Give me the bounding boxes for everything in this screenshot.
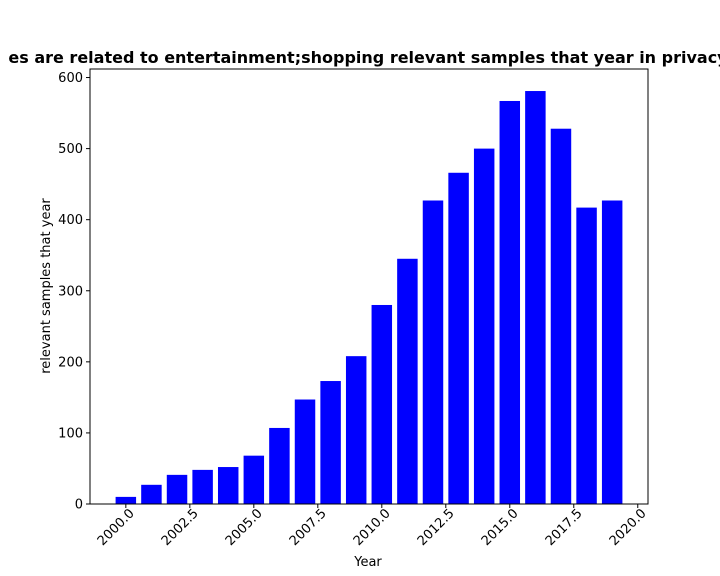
x-tick-label: 2012.5 xyxy=(415,506,458,549)
y-axis: 0 100 200 300 400 500 600 xyxy=(58,71,90,513)
y-tick-label: 400 xyxy=(58,213,83,228)
x-tick-label: 2017.5 xyxy=(543,506,586,549)
x-tick-label: 2010.0 xyxy=(351,506,394,549)
x-tick-label: 2007.5 xyxy=(287,506,330,549)
y-tick-label: 0 xyxy=(75,498,83,513)
y-tick-label: 300 xyxy=(58,284,83,299)
x-tick-label: 2015.0 xyxy=(479,506,522,549)
bar-2000 xyxy=(115,496,137,504)
bar-2019 xyxy=(601,200,623,504)
chart-title: es are related to entertainment;shopping… xyxy=(8,48,720,67)
x-tick-label: 2005.0 xyxy=(223,506,266,549)
bar-2016 xyxy=(525,91,546,504)
bar-2007 xyxy=(294,399,316,504)
x-axis: 2000.0 2002.5 2005.0 2007.5 2010.0 2012.5 2015… xyxy=(95,504,650,549)
x-tick-label: 2000.0 xyxy=(95,506,138,549)
bar-2005 xyxy=(243,455,265,504)
bar-2001 xyxy=(141,484,162,504)
x-tick-label: 2020.0 xyxy=(607,506,650,549)
bar-2003 xyxy=(192,469,213,504)
bar-2008 xyxy=(320,381,341,504)
bar-2011 xyxy=(397,258,418,504)
bar-2010 xyxy=(371,304,393,504)
bar-2013 xyxy=(448,172,469,504)
bar-2017 xyxy=(550,128,572,504)
bar-2009 xyxy=(345,356,367,504)
x-axis-label: Year xyxy=(353,555,382,570)
y-axis-label: relevant samples that year xyxy=(39,198,54,374)
bar-2012 xyxy=(422,200,444,504)
bar-2006 xyxy=(269,427,290,504)
y-tick-label: 200 xyxy=(58,355,83,370)
y-tick-label: 600 xyxy=(58,71,83,86)
y-tick-label: 500 xyxy=(58,142,83,157)
x-tick-label: 2002.5 xyxy=(159,506,202,549)
bar-2002 xyxy=(166,474,188,504)
bar-2014 xyxy=(473,148,495,505)
bar-2015 xyxy=(499,100,521,505)
bar-2004 xyxy=(217,467,239,504)
bars-group xyxy=(115,91,623,505)
plot-frame xyxy=(89,68,649,505)
bar-2018 xyxy=(576,207,597,504)
y-tick-label: 100 xyxy=(58,426,83,441)
